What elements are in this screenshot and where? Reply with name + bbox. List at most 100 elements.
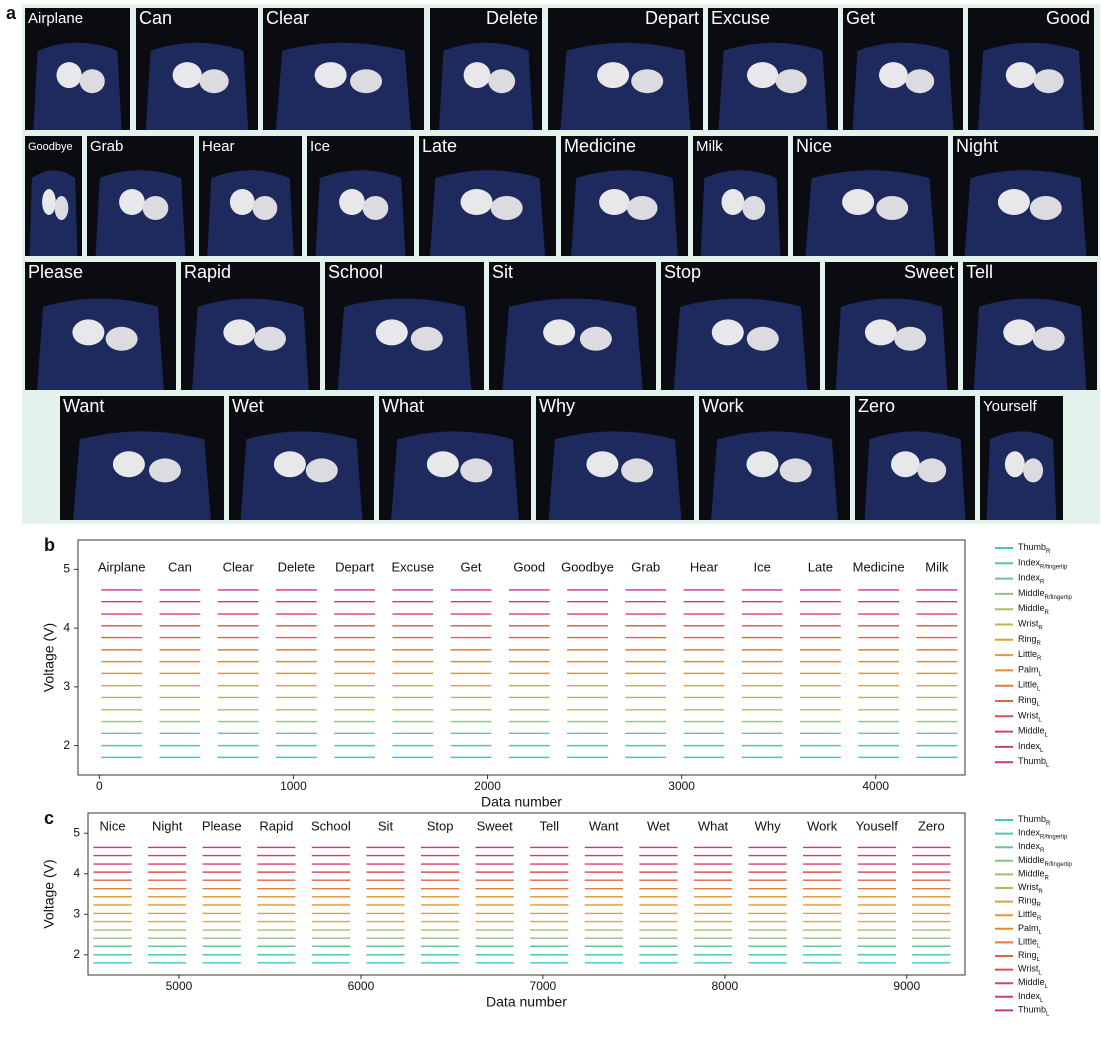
- legend-label: WristL: [1018, 964, 1042, 976]
- y-tick-label: 5: [73, 825, 80, 839]
- photo-label: Airplane: [28, 10, 83, 27]
- legend-subscript: R: [1040, 848, 1045, 854]
- photo-torso: [701, 170, 781, 256]
- photo-glove: [894, 327, 926, 351]
- photo-label: Sit: [492, 262, 513, 282]
- photo-torso: [836, 298, 948, 390]
- legend-name: Little: [1018, 649, 1037, 659]
- x-tick-label: 8000: [711, 979, 738, 993]
- gesture-label: Wet: [647, 818, 670, 833]
- photo-glove: [230, 189, 255, 215]
- photo-glove: [891, 451, 920, 477]
- photo-torso: [502, 298, 642, 390]
- gesture-label: Hear: [690, 559, 719, 574]
- photo-label: Night: [956, 136, 998, 156]
- photo-glove: [173, 62, 202, 88]
- photo-torso: [560, 43, 690, 130]
- x-tick-label: 1000: [280, 779, 307, 793]
- legend-subscript: R: [1037, 902, 1042, 908]
- photo-label: What: [382, 396, 424, 416]
- y-tick-label: 4: [63, 620, 70, 634]
- legend-label: IndexR: [1018, 842, 1045, 854]
- photo-label: Depart: [645, 8, 699, 28]
- photo-label: Tell: [966, 262, 993, 282]
- photo-torso: [674, 298, 808, 390]
- photo-torso: [439, 43, 533, 130]
- photo-torso: [73, 431, 211, 520]
- photo-glove: [842, 189, 874, 215]
- legend-subscript: L: [1037, 702, 1041, 708]
- photo-torso: [276, 43, 411, 130]
- photo-label: Stop: [664, 262, 701, 282]
- legend-label: ThumbL: [1018, 757, 1050, 769]
- photo-glove: [274, 451, 306, 477]
- photo-glove: [106, 327, 138, 351]
- gesture-label: Goodbye: [561, 559, 614, 574]
- photo-torso: [96, 170, 186, 256]
- legend-label: MiddleR/fingertip: [1018, 855, 1073, 867]
- photo-glove: [998, 189, 1030, 215]
- photo-torso: [974, 298, 1087, 390]
- photo-glove: [253, 196, 278, 220]
- legend-label: RingL: [1018, 950, 1041, 962]
- photo-glove: [488, 69, 515, 93]
- legend-name: Wrist: [1018, 964, 1039, 974]
- legend-label: LittleL: [1018, 680, 1041, 692]
- photo-glove: [712, 319, 744, 345]
- photo-glove: [1023, 458, 1043, 482]
- photo-torso: [37, 298, 164, 390]
- legend-name: Little: [1018, 937, 1037, 947]
- legend-subscript: R: [1045, 875, 1050, 881]
- photo-glove: [72, 319, 104, 345]
- y-axis-title: Voltage (V): [41, 859, 57, 928]
- gesture-label: Tell: [539, 818, 559, 833]
- legend-name: Thumb: [1018, 757, 1046, 767]
- gesture-label: Can: [168, 559, 192, 574]
- photo-label: Hear: [202, 138, 235, 155]
- gesture-label: Sit: [378, 818, 394, 833]
- legend-label: RingL: [1018, 695, 1041, 707]
- legend-label: IndexL: [1018, 741, 1044, 753]
- legend-name: Middle: [1018, 604, 1045, 614]
- x-axis-title: Data number: [481, 794, 562, 810]
- legend-subscript: L: [1040, 997, 1044, 1003]
- photo-glove: [580, 327, 612, 351]
- legend-name: Index: [1018, 842, 1041, 852]
- photo-glove: [597, 62, 629, 88]
- x-tick-label: 4000: [862, 779, 889, 793]
- legend-label: ThumbL: [1018, 1005, 1050, 1017]
- legend-subscript: L: [1038, 970, 1042, 976]
- legend-name: Wrist: [1018, 711, 1039, 721]
- plot-frame: [78, 540, 965, 775]
- y-tick-label: 3: [63, 679, 70, 693]
- legend-label: MiddleR/fingertip: [1018, 588, 1073, 600]
- photo-label: Please: [28, 262, 83, 282]
- gesture-label: Zero: [918, 818, 945, 833]
- legend-name: Palm: [1018, 923, 1039, 933]
- gesture-label: Depart: [335, 559, 374, 574]
- photo-label: Grab: [90, 138, 123, 155]
- photo-torso: [853, 43, 954, 130]
- gesture-label: Stop: [427, 818, 454, 833]
- photo-torso: [30, 170, 78, 256]
- legend-name: Index: [1018, 828, 1041, 838]
- photo-torso: [987, 431, 1057, 520]
- legend-subscript: L: [1040, 747, 1044, 753]
- photo-glove: [776, 69, 807, 93]
- legend-label: PalmL: [1018, 923, 1043, 935]
- photo-glove: [876, 196, 908, 220]
- photo-glove: [543, 319, 575, 345]
- photo-torso: [430, 170, 545, 256]
- photo-glove: [113, 451, 145, 477]
- legend-subscript: L: [1038, 717, 1042, 723]
- legend-subscript: R: [1038, 625, 1043, 631]
- photo-glove: [491, 196, 523, 220]
- panel-label: c: [44, 808, 54, 828]
- photo-glove: [865, 319, 897, 345]
- photo-label: Late: [422, 136, 457, 156]
- gesture-label: Get: [461, 559, 482, 574]
- photo-label: Can: [139, 8, 172, 28]
- photo-glove: [223, 319, 255, 345]
- photo-label: Medicine: [564, 136, 636, 156]
- photo-glove: [1006, 62, 1036, 88]
